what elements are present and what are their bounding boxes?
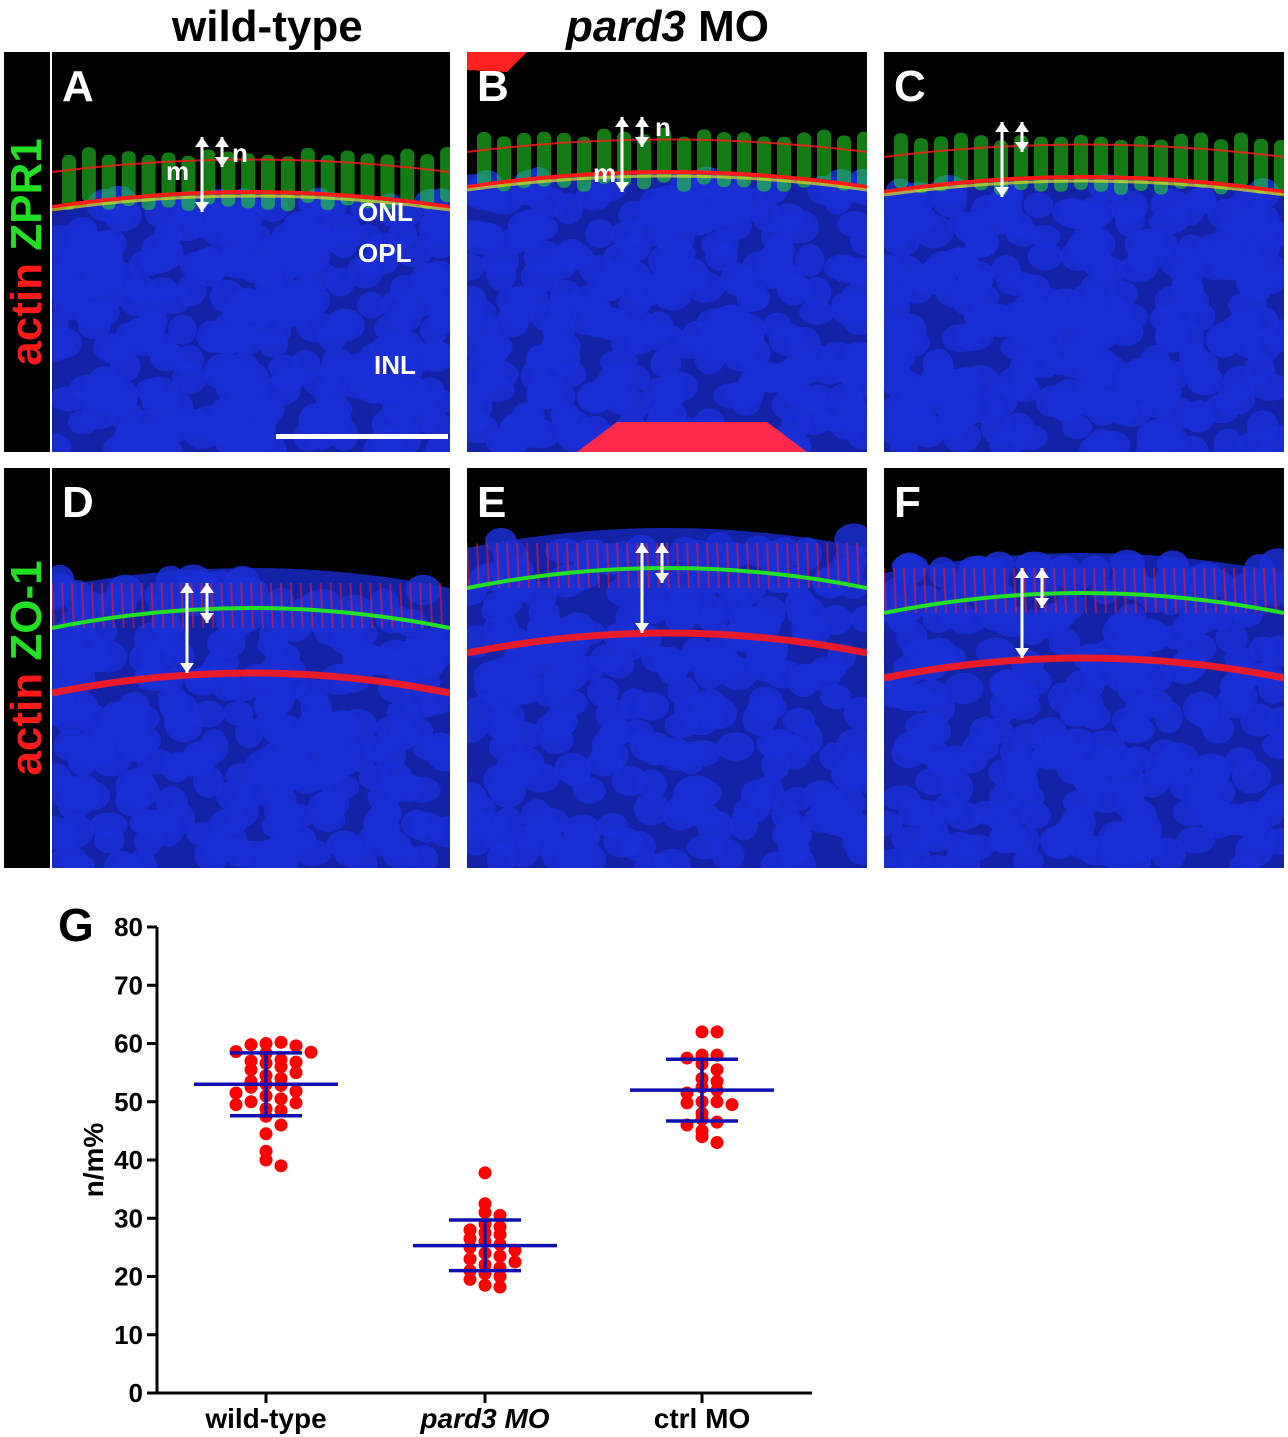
data-point: [259, 1037, 273, 1050]
micrograph-panel-c: C: [884, 52, 1284, 452]
panel-label-e: E: [477, 478, 507, 527]
nuclear-layer: [467, 166, 867, 452]
panel-label-d: D: [62, 478, 94, 527]
layer-label-opl: OPL: [358, 238, 412, 268]
data-point: [493, 1280, 507, 1294]
data-point: [463, 1252, 477, 1266]
data-point: [710, 1063, 724, 1077]
data-point: [229, 1086, 243, 1100]
header-wild-type: wild-type: [172, 2, 363, 51]
micrograph-panel-a: A m n ONL OPL INL: [52, 52, 450, 452]
data-point: [244, 1095, 258, 1109]
arrow-label-m: m: [166, 156, 190, 186]
nuclear-layer: [884, 174, 1284, 452]
data-point: [244, 1063, 258, 1077]
data-point: [274, 1118, 288, 1132]
header-pard3-mo: pard3 MO: [566, 2, 769, 52]
data-point: [710, 1095, 724, 1109]
y-tick-label: 80: [114, 912, 143, 942]
header-mo-suffix: MO: [698, 2, 769, 51]
data-point: [478, 1166, 492, 1180]
micrograph-panel-d: D: [52, 468, 450, 868]
y-tick-label: 60: [114, 1029, 143, 1059]
arrow-label-m-b: m: [593, 158, 617, 188]
data-point: [274, 1159, 288, 1173]
data-point: [508, 1255, 522, 1269]
row-label-top: actin ZPR1: [4, 52, 50, 452]
x-tick-label: ctrl MO: [654, 1403, 750, 1434]
x-tick-label: pard3 MO: [419, 1403, 549, 1434]
data-point: [244, 1038, 258, 1052]
y-tick-label: 0: [129, 1378, 143, 1408]
data-point: [493, 1228, 507, 1242]
data-point: [274, 1103, 288, 1117]
data-point: [463, 1272, 477, 1286]
panel-label-c: C: [894, 62, 926, 111]
scale-bar: [276, 434, 448, 439]
x-tick-label: wild-type: [204, 1403, 326, 1434]
data-point: [289, 1039, 303, 1053]
data-point: [304, 1045, 318, 1059]
panel-label-g: G: [58, 899, 94, 951]
data-point: [695, 1025, 709, 1039]
panel-label-b: B: [477, 62, 509, 111]
y-tick-label: 50: [114, 1087, 143, 1117]
y-axis-label: n/m%: [78, 1123, 109, 1198]
data-point: [493, 1270, 507, 1283]
data-point: [710, 1025, 724, 1039]
nuclear-layer: [52, 185, 450, 452]
data-point: [725, 1098, 739, 1112]
row-label-bottom: actin ZO-1: [4, 468, 50, 868]
measurement-arrows: [1015, 568, 1049, 658]
y-tick-label: 10: [114, 1320, 143, 1350]
panel-label-a: A: [62, 62, 94, 111]
arrow-label-n: n: [232, 138, 248, 168]
arrow-label-n-b: n: [655, 112, 671, 142]
y-tick-label: 20: [114, 1262, 143, 1292]
data-point: [289, 1084, 303, 1098]
data-point: [274, 1092, 288, 1106]
data-point: [478, 1205, 492, 1219]
measurement-arrows: [180, 583, 214, 673]
panel-label-f: F: [894, 478, 921, 527]
y-tick-label: 70: [114, 970, 143, 1000]
layer-label-inl: INL: [374, 350, 416, 380]
data-point: [289, 1096, 303, 1110]
data-point: [259, 1153, 273, 1167]
data-point: [274, 1060, 288, 1074]
micrograph-panel-e: E: [467, 468, 867, 868]
data-point: [259, 1127, 273, 1141]
y-tick-label: 30: [114, 1203, 143, 1233]
data-point: [289, 1055, 303, 1069]
header-pard3-gene: pard3: [566, 2, 686, 51]
data-point: [493, 1249, 507, 1263]
data-point: [680, 1096, 694, 1110]
measurement-arrows: [635, 543, 669, 633]
data-point: [274, 1035, 288, 1049]
data-point: [710, 1136, 724, 1150]
nuclear-layer: [884, 548, 1284, 868]
measurement-arrows: [995, 122, 1029, 197]
data-point: [478, 1278, 492, 1292]
layer-label-onl: ONL: [358, 197, 413, 227]
data-point: [289, 1066, 303, 1080]
micrograph-panel-f: F: [884, 468, 1284, 868]
measurement-arrows: [615, 117, 649, 192]
data-point: [229, 1098, 243, 1112]
y-tick-label: 40: [114, 1145, 143, 1175]
measurement-arrows: [195, 137, 229, 212]
data-point: [695, 1130, 709, 1144]
micrograph-panel-b: B m n: [467, 52, 867, 452]
